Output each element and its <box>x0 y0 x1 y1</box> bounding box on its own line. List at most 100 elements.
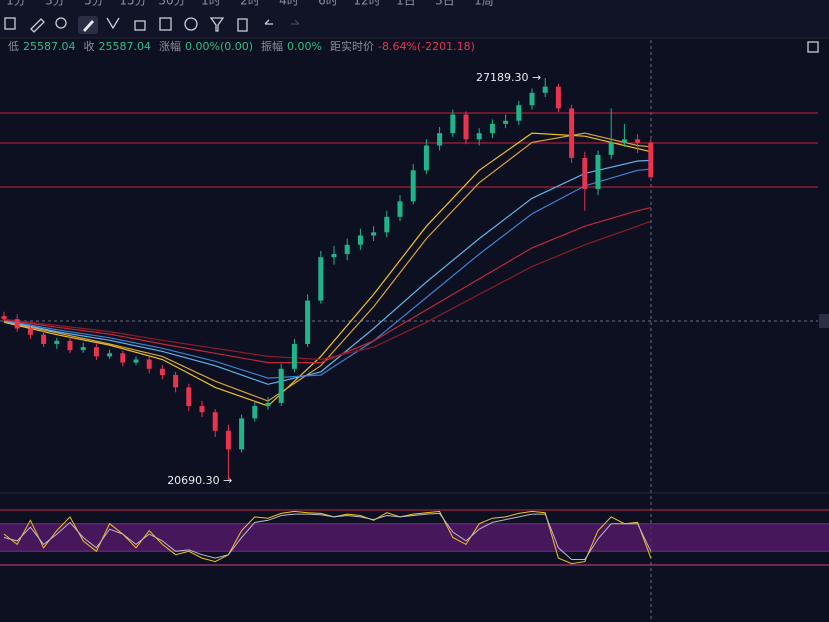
candle-body <box>423 145 429 171</box>
candle-body <box>159 368 165 375</box>
tool-icon[interactable] <box>30 18 45 33</box>
candle-body <box>146 359 152 369</box>
candle-body <box>1 316 7 320</box>
expand-icon[interactable] <box>807 41 819 53</box>
candle-body <box>107 353 113 357</box>
timeframe[interactable]: 1分 <box>6 0 26 8</box>
candle-body <box>120 353 126 363</box>
candle-body <box>397 201 403 217</box>
candle-body <box>265 402 271 406</box>
candle-body <box>27 328 33 335</box>
candle-body <box>133 359 139 363</box>
info-value: 0.00% <box>287 40 322 53</box>
toolbar-bg <box>0 0 829 38</box>
candle-body <box>225 430 231 450</box>
candle-body <box>278 368 284 403</box>
candle-body <box>635 139 641 143</box>
candle-body <box>93 347 99 357</box>
oscillator-line <box>3 510 652 565</box>
candle-body <box>212 412 218 431</box>
candle-body <box>357 235 363 245</box>
info-value: 25587.04 <box>23 40 76 53</box>
candle-body <box>80 347 86 351</box>
moving-average <box>3 132 651 407</box>
candle-body <box>305 300 311 344</box>
tool-icon[interactable] <box>264 19 273 25</box>
candle-body <box>463 114 469 140</box>
candle-body <box>54 340 60 344</box>
info-value: 0.00%(0.00) <box>185 40 253 53</box>
candle-body <box>371 232 377 236</box>
candle-body <box>529 92 535 106</box>
candle-body <box>239 418 245 450</box>
tool-icon[interactable] <box>184 17 198 31</box>
candle-body <box>199 405 205 413</box>
info-label: 涨幅 <box>159 40 181 53</box>
timeframe[interactable]: 12时 <box>353 0 380 8</box>
info-label: 低 <box>8 40 19 53</box>
timeframe[interactable]: 1日 <box>396 0 416 8</box>
info-label: 收 <box>84 39 95 53</box>
moving-average <box>3 168 651 379</box>
candle-body <box>648 142 654 178</box>
timeframe-bar: 1分 3分 5分 15分 30分 1时 2时 4时 6时 12时 1日 3日 1周 <box>6 0 494 8</box>
info-value: -8.64%(-2201.18) <box>378 40 475 53</box>
timeframe[interactable]: 1周 <box>474 0 494 8</box>
timeframe[interactable]: 3分 <box>45 0 65 8</box>
candle-body <box>516 105 522 121</box>
oscillator-line <box>3 512 652 560</box>
low-annotation: 20690.30 → <box>167 474 232 487</box>
candle-body <box>569 108 575 158</box>
tool-icon[interactable] <box>237 18 248 32</box>
timeframe[interactable]: 30分 <box>158 0 185 8</box>
candle-body <box>410 170 416 202</box>
candle-body <box>14 319 20 329</box>
info-label: 距实时价 <box>330 39 374 53</box>
candle-body <box>582 157 588 189</box>
tool-icon[interactable] <box>209 17 225 32</box>
crosshair-button[interactable] <box>819 314 829 328</box>
candle-body <box>450 114 456 134</box>
info-line: 低 25587.04 收 25587.04 涨幅 0.00%(0.00) 振幅 0.00% 距实… <box>8 39 475 53</box>
candle-body <box>331 254 337 258</box>
candle-body <box>67 340 73 351</box>
candle-body <box>595 154 601 189</box>
drawing-tools <box>4 16 300 34</box>
timeframe[interactable]: 4时 <box>279 0 299 8</box>
price-chart: 27189.30 → 20690.30 → <box>0 71 829 566</box>
candle-body <box>344 244 350 255</box>
candle-body <box>437 133 443 146</box>
tool-icon[interactable] <box>291 19 300 25</box>
tool-icon[interactable] <box>159 17 172 31</box>
candle-body <box>542 86 548 93</box>
tool-icon[interactable] <box>4 17 16 30</box>
timeframe[interactable]: 1时 <box>201 0 221 8</box>
candle-body <box>186 387 192 406</box>
timeframe[interactable]: 3日 <box>435 0 455 8</box>
timeframe[interactable]: 2时 <box>240 0 260 8</box>
tool-icon[interactable] <box>106 17 120 30</box>
moving-average <box>3 220 652 361</box>
candle-body <box>621 139 627 143</box>
candle-body <box>476 133 482 140</box>
tool-icon[interactable] <box>134 20 146 31</box>
tool-icon[interactable] <box>83 20 94 32</box>
candle-body <box>555 86 561 109</box>
high-annotation: 27189.30 → <box>476 71 541 84</box>
timeframe[interactable]: 5分 <box>84 0 104 8</box>
info-value: 25587.04 <box>99 40 152 53</box>
tool-icon[interactable] <box>55 17 67 29</box>
candle-body <box>489 123 495 134</box>
oscillator-band <box>0 523 829 552</box>
candle-body <box>503 120 509 124</box>
timeframe[interactable]: 6时 <box>318 0 338 8</box>
moving-average <box>3 159 651 385</box>
moving-average <box>3 132 651 402</box>
candle-body <box>173 374 179 388</box>
candle-body <box>608 142 614 155</box>
candle-body <box>252 405 258 419</box>
info-label: 振幅 <box>261 39 283 53</box>
timeframe[interactable]: 15分 <box>119 0 146 8</box>
